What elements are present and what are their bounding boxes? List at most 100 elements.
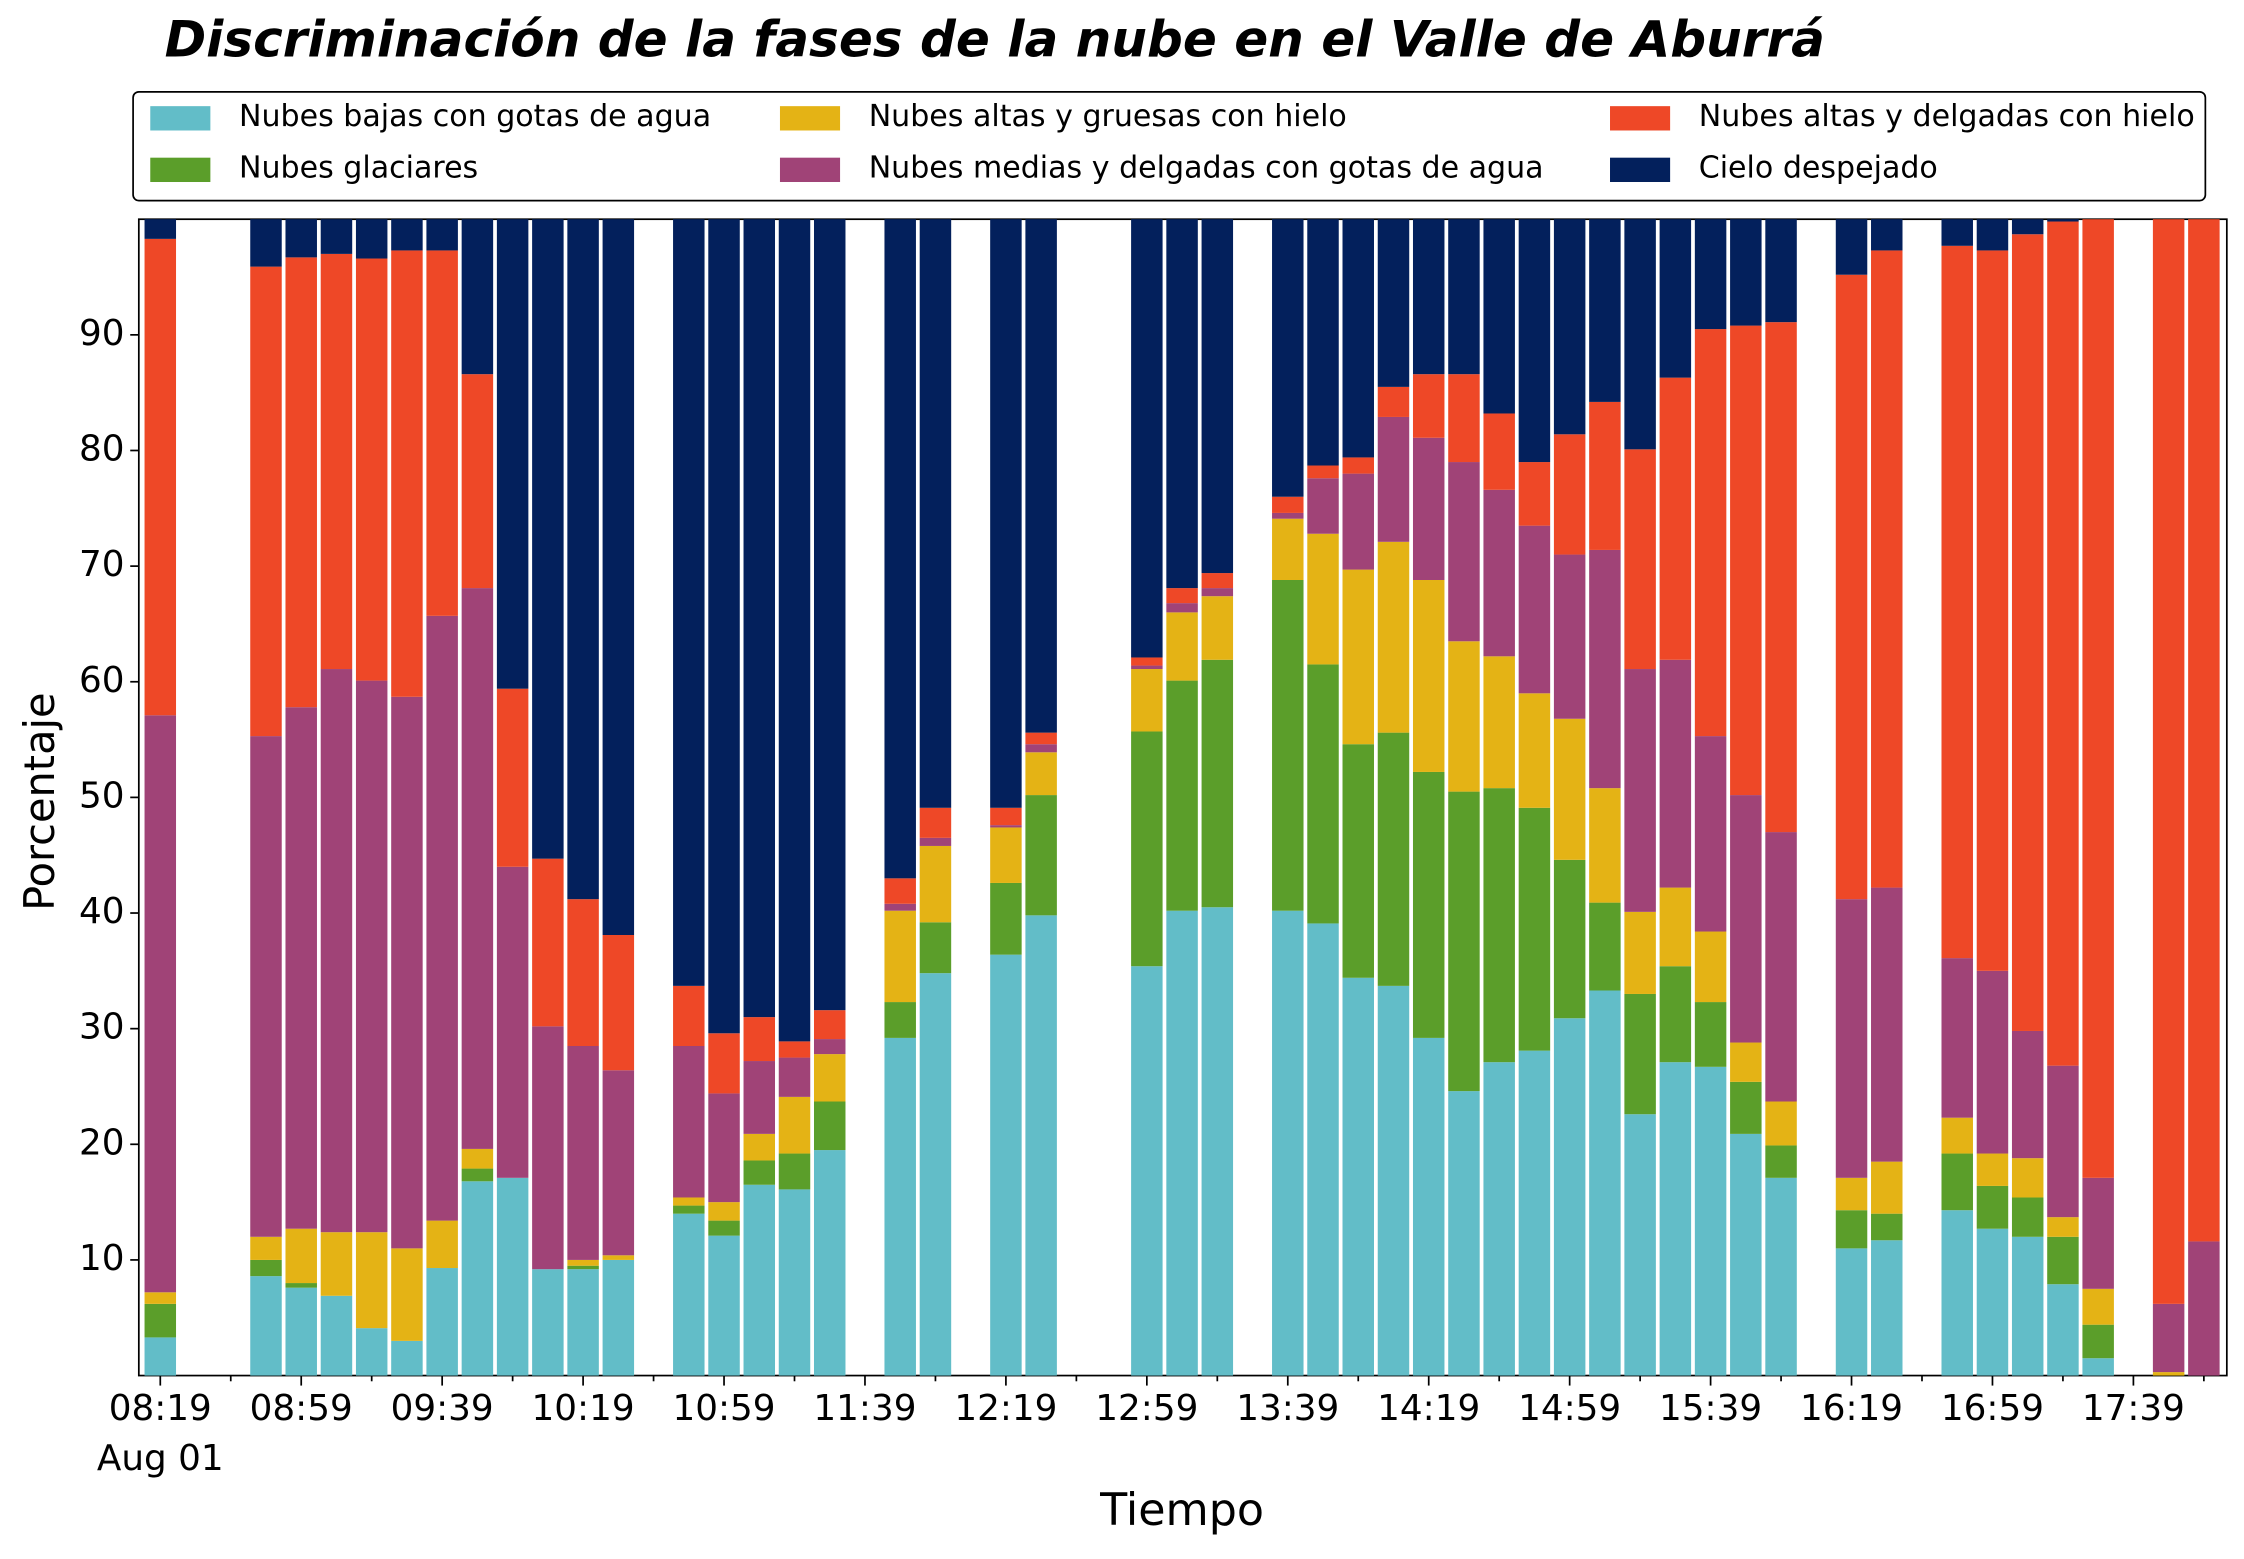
bar-segment <box>1342 473 1374 570</box>
bar-segment <box>1377 416 1410 542</box>
legend-label: Nubes glaciares <box>239 151 478 186</box>
bar-segment <box>285 219 317 258</box>
bar-segment <box>708 1202 740 1221</box>
bar-segment <box>743 1160 776 1185</box>
bar-segment <box>426 250 458 616</box>
bar-segment <box>1765 1101 1797 1146</box>
bar-segment <box>1976 250 2009 971</box>
bar-segment <box>2011 1030 2044 1159</box>
bar-segment <box>2188 1241 2220 1376</box>
bar-segment <box>778 1096 811 1154</box>
bar-segment <box>708 1220 740 1236</box>
bar-segment <box>1659 1062 1692 1376</box>
bar-segment <box>1131 966 1163 1376</box>
bar-segment <box>2082 1358 2114 1376</box>
bar-segment <box>461 1181 494 1376</box>
x-axis-label: Tiempo <box>1099 1485 1264 1536</box>
bar-segment <box>1765 1177 1797 1376</box>
bar-segment <box>673 1197 705 1206</box>
bar-segment <box>532 858 564 1027</box>
bar-segment <box>1941 1210 1973 1376</box>
bar-segment <box>1448 641 1480 792</box>
bar-segment <box>1589 219 1621 402</box>
bar-segment <box>320 219 353 254</box>
bar-segment <box>1941 219 1973 246</box>
bar-segment <box>884 903 916 911</box>
bar-segment <box>1589 549 1621 789</box>
bar-segment <box>1694 329 1727 737</box>
bar-segment <box>602 1259 635 1376</box>
bar-segment <box>1518 693 1551 808</box>
bar-segment <box>673 1213 705 1376</box>
bar-segment <box>1025 744 1057 753</box>
bar-segment <box>1976 970 2009 1154</box>
legend-label: Nubes bajas con gotas de agua <box>239 99 711 134</box>
bar-segment <box>1131 219 1163 658</box>
bar-segment <box>1201 596 1234 660</box>
bar-segment <box>1483 1062 1515 1376</box>
chart-title: Discriminación de la fases de la nube en… <box>165 11 1825 69</box>
bar-segment <box>1307 923 1339 1376</box>
bar-segment <box>1025 219 1057 733</box>
bar-segment <box>567 1269 599 1376</box>
bar-segment <box>1941 1153 1973 1211</box>
bar-segment <box>2011 1197 2044 1237</box>
bar-segment <box>1624 449 1656 670</box>
bar-segment <box>990 827 1022 883</box>
bar-segment <box>2047 1236 2079 1285</box>
bar-segment <box>1941 1117 1973 1154</box>
bar-segment <box>1871 1240 1903 1376</box>
bar-segment <box>990 219 1022 808</box>
bar-segment <box>990 807 1022 826</box>
bar-segment <box>778 1041 811 1058</box>
y-tick-label: 60 <box>79 660 125 701</box>
bar-segment <box>461 1168 494 1182</box>
bar-segment <box>250 266 282 737</box>
bar-segment <box>743 1017 776 1062</box>
bar-segment <box>567 1046 599 1260</box>
y-tick-label: 20 <box>79 1122 125 1163</box>
bar-segment <box>1377 386 1410 417</box>
bar-segment <box>884 878 916 904</box>
bar-segment <box>778 1153 811 1190</box>
x-tick-label: 14:19 <box>1377 1388 1480 1429</box>
bar-segment <box>1201 573 1234 589</box>
bar-segment <box>990 825 1022 828</box>
bar-segment <box>1307 219 1339 466</box>
bar-segment <box>884 1037 916 1376</box>
bar-segment <box>919 219 952 808</box>
bar-segment <box>1553 718 1586 860</box>
bar-segment <box>602 219 635 935</box>
bar-segment <box>1131 657 1163 666</box>
bar-segment <box>1659 219 1692 378</box>
bar-segment <box>1412 579 1445 772</box>
bar-segment <box>884 1002 916 1038</box>
bar-segment <box>813 1054 846 1102</box>
bar-segment <box>2047 219 2079 222</box>
bar-segment <box>919 845 952 923</box>
bar-segment <box>1765 1145 1797 1178</box>
bar-segment <box>2082 219 2114 1178</box>
bar-segment <box>1518 807 1551 1051</box>
bar-segment <box>1553 434 1586 555</box>
bar-segment <box>1307 478 1339 534</box>
bar-segment <box>285 1228 317 1284</box>
bar-segment <box>461 588 494 1149</box>
legend-label: Nubes medias y delgadas con gotas de agu… <box>869 151 1544 186</box>
bar-segment <box>2082 1324 2114 1359</box>
bar-segment <box>2082 1177 2114 1289</box>
bar-segment <box>496 219 529 689</box>
bar-segment <box>1694 219 1727 330</box>
bar-segment <box>1272 910 1304 1376</box>
bar-segment <box>1518 462 1551 526</box>
bar-segment <box>602 1070 635 1256</box>
bar-segment <box>144 1292 177 1304</box>
bar-segment <box>1624 993 1656 1115</box>
bar-segment <box>884 910 916 1003</box>
bar-segment <box>1342 744 1374 978</box>
bar-segment <box>778 1189 811 1376</box>
bar-segment <box>285 257 317 708</box>
bar-segment <box>567 899 599 1047</box>
y-tick-label: 40 <box>79 891 125 932</box>
